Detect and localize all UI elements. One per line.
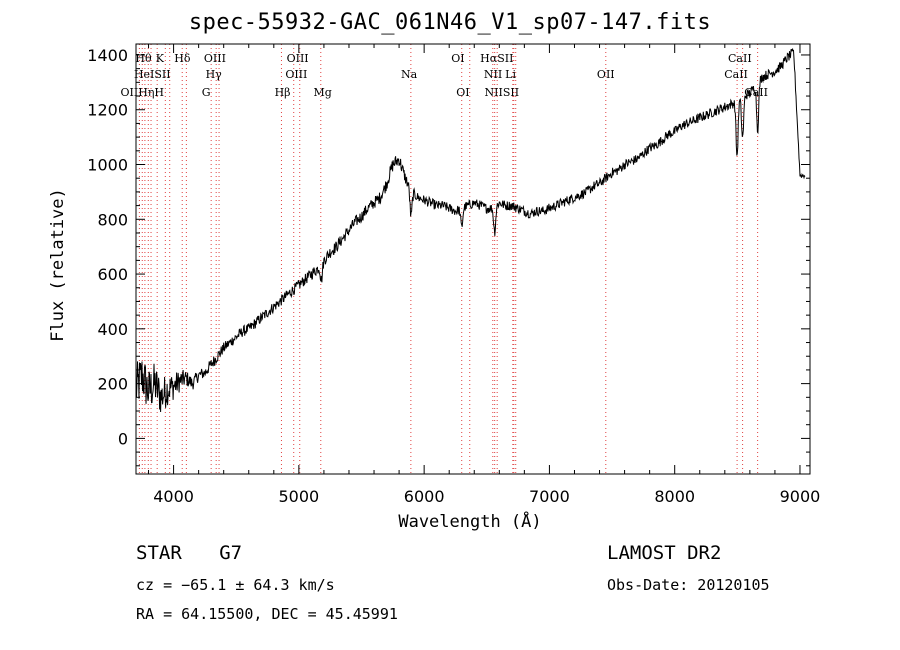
y-tick-label: 1400 — [87, 46, 128, 65]
line-label: HeISII — [134, 68, 171, 81]
line-label: NIISII — [485, 86, 520, 99]
line-label: OI — [456, 86, 469, 99]
x-axis-label: Wavelength (Å) — [398, 512, 542, 532]
line-label: OII — [597, 68, 615, 81]
y-tick-label: 200 — [97, 375, 128, 394]
line-label: Hδ — [174, 52, 191, 65]
line-label: OIII — [287, 52, 309, 65]
x-tick-label: 4000 — [153, 487, 194, 506]
x-tick-label: 5000 — [279, 487, 320, 506]
line-label: CaII — [744, 86, 768, 99]
object-subclass: G7 — [219, 542, 243, 564]
line-label: OI — [451, 52, 464, 65]
line-label: OIII — [204, 52, 226, 65]
survey-name: LAMOST DR2 — [607, 542, 722, 564]
y-tick-label: 1000 — [87, 156, 128, 175]
chart-title: spec-55932-GAC_061N46_V1_sp07-147.fits — [188, 10, 712, 35]
line-label: Hθ — [135, 52, 152, 65]
x-tick-label: 6000 — [404, 487, 445, 506]
y-tick-label: 400 — [97, 320, 128, 339]
line-label: Mg — [314, 86, 332, 99]
line-label: OIII — [285, 68, 307, 81]
x-tick-label: 7000 — [529, 487, 570, 506]
line-label: Li — [505, 68, 516, 81]
line-label: Hβ — [275, 86, 291, 99]
line-label: OIIHηH — [121, 86, 164, 99]
line-label: G — [202, 86, 211, 99]
spectrum-series-line — [135, 48, 806, 413]
y-tick-label: 0 — [118, 429, 128, 448]
x-tick-label: 8000 — [654, 487, 695, 506]
observation-date: Obs-Date: 20120105 — [607, 576, 770, 594]
line-label: Hγ — [206, 68, 223, 81]
object-class: STAR G7 — [136, 542, 242, 564]
object-type: STAR — [136, 542, 182, 564]
line-label: CaII — [728, 52, 752, 65]
line-label: Na — [401, 68, 418, 81]
line-label: NII — [484, 68, 502, 81]
ra-dec: RA = 64.15500, DEC = 45.45991 — [136, 605, 398, 623]
line-label: K — [156, 52, 165, 65]
y-tick-label: 1200 — [87, 101, 128, 120]
redshift-cz: cz = −65.1 ± 64.3 km/s — [136, 576, 335, 594]
line-label: HαSII — [480, 52, 513, 65]
y-tick-label: 800 — [97, 210, 128, 229]
line-label: CaII — [724, 68, 748, 81]
x-tick-label: 9000 — [780, 487, 821, 506]
y-tick-label: 600 — [97, 265, 128, 284]
